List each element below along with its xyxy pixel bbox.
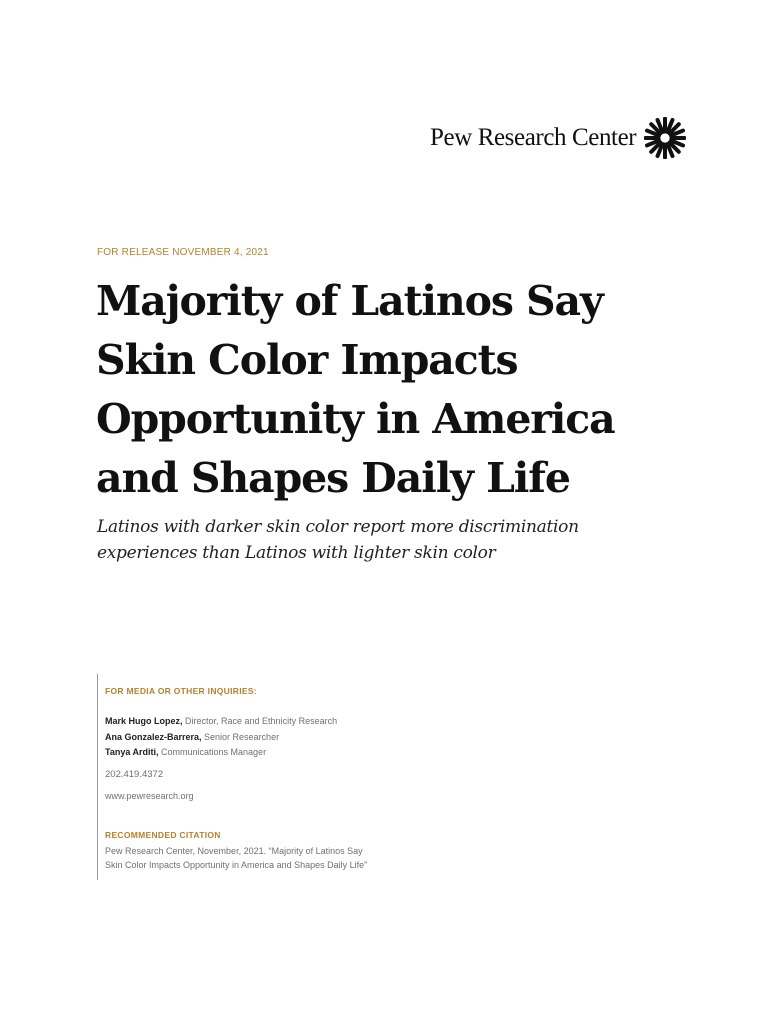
title-line: Majority of Latinos Say	[96, 277, 604, 325]
subtitle-line: experiences than Latinos with lighter sk…	[97, 543, 496, 563]
report-title: Majority of Latinos Say Skin Color Impac…	[96, 272, 696, 508]
title-line: and Shapes Daily Life	[96, 454, 571, 502]
contact-row: Ana Gonzalez-Barrera, Senior Researcher	[105, 730, 337, 746]
title-line: Skin Color Impacts	[96, 336, 519, 384]
citation-line: Pew Research Center, November, 2021. “Ma…	[105, 846, 363, 856]
contact-role: Communications Manager	[158, 747, 267, 757]
inquiries-label: FOR MEDIA OR OTHER INQUIRIES:	[105, 686, 257, 696]
report-subtitle: Latinos with darker skin color report mo…	[97, 514, 697, 566]
contact-list: Mark Hugo Lopez, Director, Race and Ethn…	[105, 714, 337, 761]
contact-name: Tanya Arditi,	[105, 747, 159, 757]
contact-name: Ana Gonzalez-Barrera,	[105, 731, 202, 742]
subtitle-line: Latinos with darker skin color report mo…	[97, 517, 579, 537]
contact-role: Director, Race and Ethnicity Research	[182, 716, 338, 726]
brand-name: Pew Research Center	[430, 124, 637, 151]
citation-line: Skin Color Impacts Opportunity in Americ…	[105, 860, 368, 870]
release-date: FOR RELEASE NOVEMBER 4, 2021	[97, 247, 269, 258]
title-line: Opportunity in America	[96, 395, 616, 443]
contact-block: FOR MEDIA OR OTHER INQUIRIES: Mark Hugo …	[97, 674, 497, 880]
citation-label: RECOMMENDED CITATION	[105, 830, 221, 840]
contact-role: Senior Researcher	[201, 731, 280, 742]
brand-header: Pew Research Center	[430, 116, 710, 160]
contact-row: Mark Hugo Lopez, Director, Race and Ethn…	[105, 714, 337, 730]
contact-row: Tanya Arditi, Communications Manager	[105, 745, 337, 761]
website-link[interactable]: www.pewresearch.org	[105, 791, 194, 801]
phone-number: 202.419.4372	[105, 769, 164, 780]
citation-text: Pew Research Center, November, 2021. “Ma…	[105, 844, 367, 872]
contact-name: Mark Hugo Lopez,	[105, 716, 183, 726]
pew-sunburst-icon	[644, 117, 687, 159]
